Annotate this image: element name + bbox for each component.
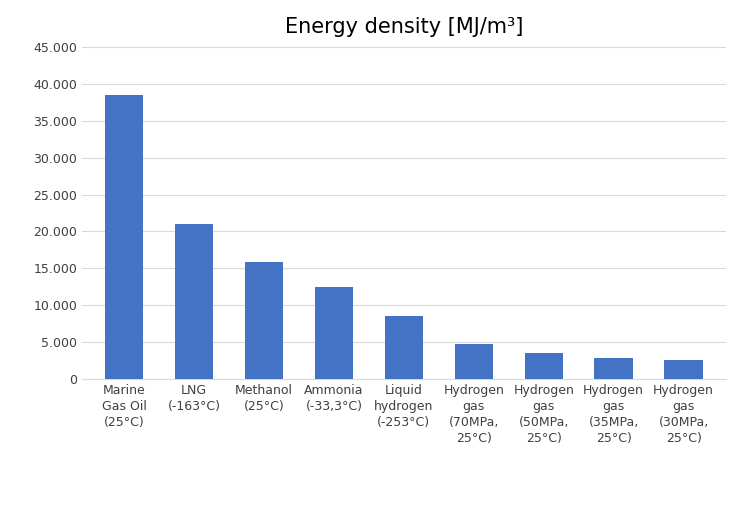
Bar bbox=[315, 287, 353, 379]
Bar bbox=[524, 353, 563, 379]
Bar bbox=[664, 360, 703, 379]
Bar bbox=[384, 316, 423, 379]
Bar bbox=[175, 224, 213, 379]
Bar bbox=[595, 358, 633, 379]
Bar bbox=[105, 95, 144, 379]
Bar bbox=[455, 344, 493, 379]
Bar bbox=[245, 262, 283, 379]
Title: Energy density [MJ/m³]: Energy density [MJ/m³] bbox=[285, 17, 523, 37]
